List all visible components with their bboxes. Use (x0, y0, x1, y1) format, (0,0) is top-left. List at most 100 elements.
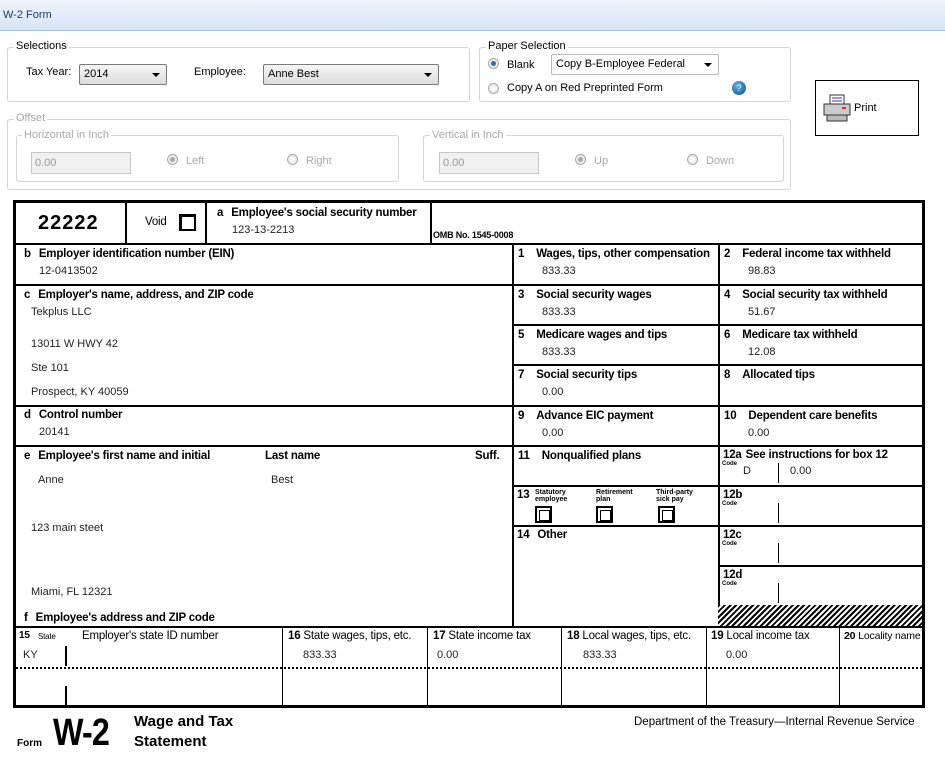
state-wages-value: 833.33 (303, 649, 337, 661)
box-13-num: 13 (517, 489, 530, 501)
printer-icon (823, 94, 851, 122)
box-a-label: a Employee's social security number (217, 207, 417, 219)
box-a-num: a (217, 207, 224, 219)
box-2-num: 2 (724, 248, 731, 260)
box-d-text: Control number (38, 409, 123, 421)
box-14-label: 14 Other (517, 529, 567, 541)
box-4-text: Social security tax withheld (742, 289, 888, 301)
box-19-label: 19 Local income tax (711, 630, 810, 642)
left-radio[interactable] (167, 154, 178, 165)
vertical-offset-input[interactable]: 0.00 (439, 152, 539, 174)
employer-name: Tekplus LLC (31, 306, 92, 318)
box-20-label: 20 Locality name (844, 630, 921, 642)
box-10-value: 0.00 (748, 427, 770, 439)
chevron-down-icon (424, 73, 432, 77)
suffix-label: Suff. (475, 450, 500, 462)
box-11-num: 11 (518, 450, 530, 462)
up-radio[interactable] (575, 154, 586, 165)
box-15-num: 15 (19, 630, 30, 641)
omb-number: OMB No. 1545-0008 (433, 230, 514, 240)
ssn-value: 123-13-2213 (232, 224, 295, 236)
control-number-value: 20141 (39, 426, 70, 438)
retirement-checkbox[interactable] (596, 506, 613, 523)
box-18-label: 18 Local wages, tips, etc. (567, 630, 691, 642)
tax-year-label: Tax Year: (26, 66, 72, 78)
retirement-label: Retirement plan (596, 489, 633, 503)
control-code: 22222 (38, 212, 99, 234)
box-14-text: Other (537, 529, 568, 541)
statutory-label: Statutory employee (535, 489, 568, 503)
box-2-text: Federal income tax withheld (742, 248, 891, 260)
form-label: Form (17, 738, 42, 749)
state-value: KY (23, 649, 38, 661)
horizontal-offset-input[interactable]: 0.00 (31, 152, 131, 174)
box-1-value: 833.33 (542, 265, 576, 277)
box-2-value: 98.83 (748, 265, 776, 277)
code-label: Code (722, 501, 737, 507)
vertical-legend: Vertical in Inch (430, 129, 506, 141)
box-f-label: f Employee's address and ZIP code (24, 612, 215, 624)
right-radio[interactable] (287, 154, 298, 165)
help-icon[interactable]: ? (732, 81, 746, 95)
employer-address-2: Ste 101 (31, 362, 69, 374)
box-12a-num: 12a (723, 449, 742, 461)
employee-first-name: Anne (38, 474, 64, 486)
box-12a-value: 0.00 (790, 465, 812, 477)
box-19-num: 19 (711, 630, 724, 642)
box-3-label: 3 Social security wages (518, 289, 652, 301)
box-b-text: Employer identification number (EIN) (38, 248, 235, 260)
box-7-text: Social security tips (536, 369, 638, 381)
box-7-value: 0.00 (542, 386, 564, 398)
box-6-num: 6 (724, 329, 731, 341)
print-button[interactable]: Print (815, 80, 919, 136)
form-title-2: Statement (134, 733, 207, 750)
box-8-num: 8 (724, 369, 731, 381)
thirdparty-checkbox[interactable] (658, 506, 675, 523)
box-16-num: 16 (288, 630, 301, 642)
employer-city: Prospect, KY 40059 (31, 386, 129, 398)
state-label: State (38, 632, 56, 641)
box-f-num: f (24, 612, 28, 624)
copy-select[interactable]: Copy B-Employee Federal (551, 54, 719, 75)
copy-a-label: Copy A on Red Preprinted Form (507, 82, 663, 94)
down-radio[interactable] (687, 154, 698, 165)
statutory-checkbox[interactable] (535, 506, 552, 523)
selections-group (7, 47, 470, 102)
selections-legend: Selections (14, 40, 69, 52)
box-8-text: Allocated tips (742, 369, 815, 381)
employee-value: Anne Best (268, 68, 319, 80)
right-label: Right (306, 155, 332, 167)
employee-city: Miami, FL 12321 (31, 586, 113, 598)
local-tax-value: 0.00 (726, 649, 748, 661)
employer-address-1: 13011 W HWY 42 (31, 338, 119, 350)
box-12d-num: 12d (723, 569, 743, 581)
box-7-num: 7 (518, 369, 525, 381)
tax-year-select[interactable]: 2014 (79, 64, 167, 85)
local-wages-value: 833.33 (583, 649, 617, 661)
box-b-label: b Employer identification number (EIN) (24, 248, 234, 260)
box-5-text: Medicare wages and tips (536, 329, 668, 341)
code-label: Code (722, 461, 737, 467)
box-4-value: 51.67 (748, 306, 776, 318)
box-10-label: 10 Dependent care benefits (724, 410, 878, 422)
box-18-text: Local wages, tips, etc. (582, 630, 691, 642)
blank-radio[interactable] (488, 58, 499, 69)
box-9-label: 9 Advance EIC payment (518, 410, 653, 422)
box-1-label: 1 Wages, tips, other compensation (518, 248, 710, 260)
box-11-label: 11 Nonqualified plans (518, 450, 641, 462)
employee-select[interactable]: Anne Best (263, 64, 439, 85)
box-19-text: Local income tax (726, 630, 810, 642)
box-d-num: d (24, 409, 31, 421)
box-8-label: 8 Allocated tips (724, 369, 815, 381)
box-e-num: e (24, 450, 31, 462)
box-9-text: Advance EIC payment (536, 410, 654, 422)
void-label: Void (145, 216, 167, 228)
void-checkbox[interactable] (179, 214, 196, 231)
employee-label: Employee: (194, 66, 246, 78)
box-20-text: Locality name (858, 630, 921, 642)
box-7-label: 7 Social security tips (518, 369, 637, 381)
box-12b-num: 12b (723, 489, 743, 501)
copy-a-radio[interactable] (488, 83, 499, 94)
box-1-text: Wages, tips, other compensation (536, 248, 710, 260)
state-tax-value: 0.00 (437, 649, 459, 661)
